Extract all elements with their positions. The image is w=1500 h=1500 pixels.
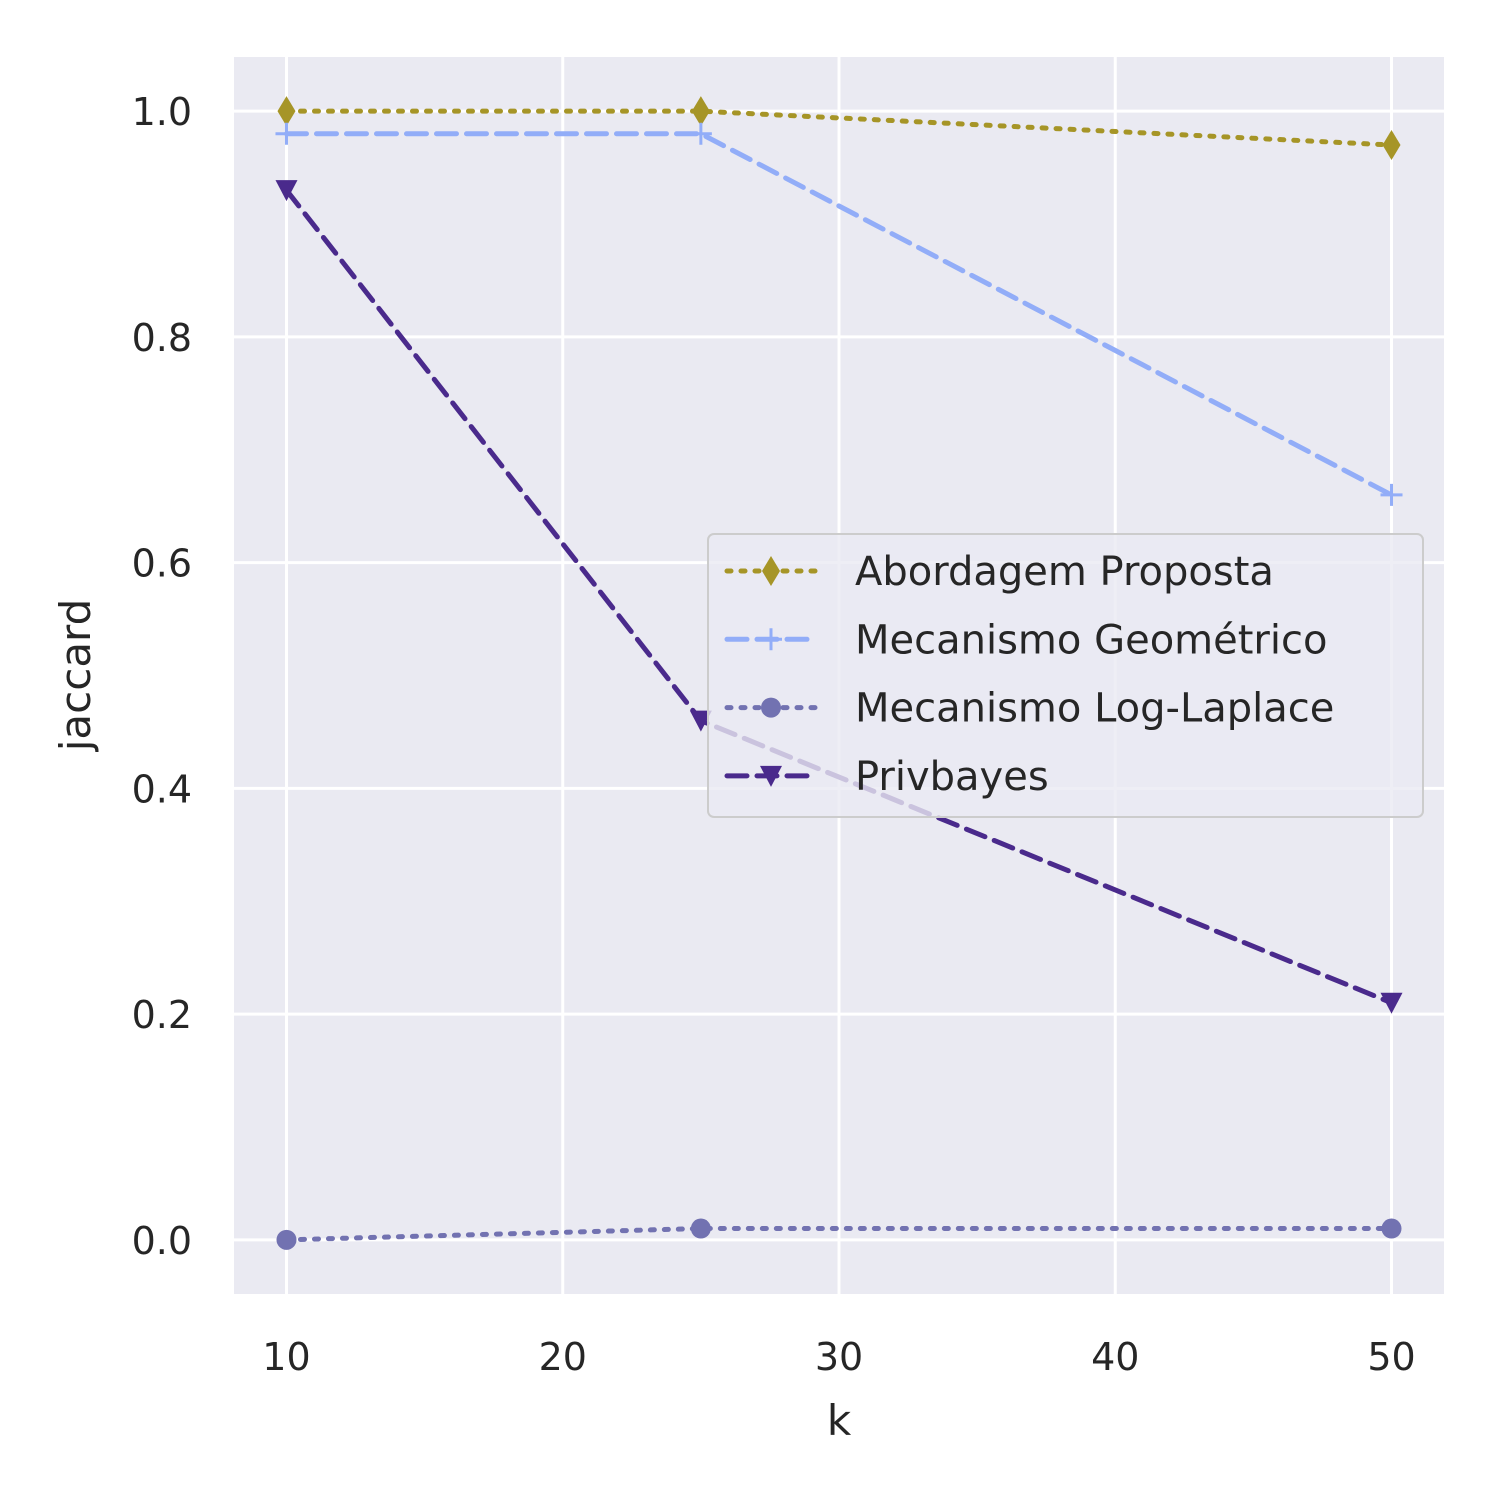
series-line — [283, 108, 1395, 148]
legend-entry: Abordagem Proposta — [724, 549, 1274, 595]
x-tick-label: 10 — [262, 1335, 310, 1379]
legend-label: Privbayes — [855, 754, 1049, 800]
legend-entry: Mecanismo Geométrico — [724, 617, 1327, 663]
ticks: 10 20 30 40 50 0.0 0.2 0.4 0.6 0.8 1.0 — [132, 90, 1416, 1379]
legend-label: Abordagem Proposta — [855, 549, 1274, 595]
series-marker — [276, 1229, 297, 1250]
y-tick-label: 0.6 — [132, 542, 192, 586]
series-marker — [1380, 483, 1403, 506]
x-tick-label: 50 — [1367, 1335, 1415, 1379]
x-tick-label: 40 — [1091, 1335, 1139, 1379]
y-tick-label: 0.2 — [132, 993, 192, 1037]
legend-marker — [760, 765, 782, 787]
series-marker — [690, 1218, 711, 1239]
series-group — [275, 122, 1403, 506]
y-tick-label: 0.0 — [132, 1219, 192, 1263]
series-group — [275, 180, 1403, 1014]
series-layer — [275, 96, 1403, 1250]
x-axis-label: k — [827, 1396, 852, 1445]
series-line — [283, 1226, 1395, 1243]
series-marker — [1380, 992, 1403, 1014]
y-tick-label: 1.0 — [132, 90, 192, 134]
legend-box — [707, 533, 1424, 818]
x-tick-label: 30 — [815, 1335, 863, 1379]
series-marker — [277, 96, 296, 127]
legend-entry: Privbayes — [724, 754, 1049, 800]
series-marker — [275, 122, 298, 145]
x-tick-label: 20 — [539, 1335, 587, 1379]
legend-label: Mecanismo Log-Laplace — [855, 686, 1334, 732]
y-tick-label: 0.8 — [132, 316, 192, 360]
series-marker — [275, 180, 298, 202]
legend-entry: Mecanismo Log-Laplace — [724, 686, 1334, 732]
series-marker — [689, 710, 712, 732]
series-group — [277, 96, 1401, 161]
legend-marker — [762, 556, 780, 586]
series-marker — [691, 96, 710, 127]
series-group — [276, 1218, 1402, 1250]
y-axis-label: jaccard — [51, 599, 100, 753]
series-line — [283, 131, 1395, 498]
series-marker — [1382, 130, 1401, 161]
series-marker — [689, 122, 712, 145]
legend-label: Mecanismo Geométrico — [855, 617, 1327, 663]
legend: Abordagem Proposta Mecanismo Geométrico Me… — [707, 533, 1424, 818]
series-marker — [1381, 1218, 1402, 1239]
y-tick-label: 0.4 — [132, 767, 192, 811]
legend-marker — [760, 628, 782, 651]
legend-marker — [761, 697, 781, 718]
